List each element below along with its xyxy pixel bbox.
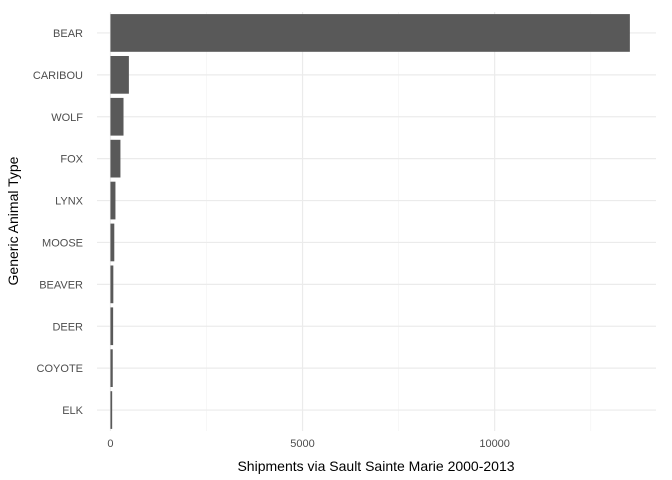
- bars: [110, 14, 630, 429]
- bar-caribou: [110, 55, 129, 94]
- y-tick-label: MOOSE: [42, 237, 83, 249]
- bar-lynx: [110, 181, 116, 220]
- x-tick-label: 10000: [479, 438, 510, 450]
- x-axis-title: Shipments via Sault Sainte Marie 2000-20…: [237, 458, 514, 474]
- bar-elk: [110, 391, 113, 429]
- y-tick-label: COYOTE: [37, 363, 83, 375]
- bar-wolf: [110, 97, 124, 136]
- y-tick-labels: BEAR CARIBOU WOLF FOX LYNX MOOSE BEAVER DEER COY…: [33, 28, 84, 417]
- x-tick-label: 0: [107, 438, 113, 450]
- bar-moose: [110, 223, 115, 262]
- bar-coyote: [110, 349, 113, 388]
- x-tick-label: 5000: [290, 438, 314, 450]
- y-tick-label: FOX: [60, 154, 83, 166]
- bar-deer: [110, 307, 114, 346]
- y-tick-label: ELK: [62, 405, 83, 417]
- grid-lines: [97, 12, 656, 431]
- y-tick-label: BEAVER: [39, 279, 83, 291]
- bar-fox: [110, 139, 121, 178]
- y-axis-title: Generic Animal Type: [5, 156, 21, 285]
- bar-bear: [110, 14, 630, 52]
- y-tick-label: WOLF: [51, 112, 83, 124]
- y-tick-label: DEER: [52, 321, 83, 333]
- y-tick-label: CARIBOU: [33, 70, 83, 82]
- x-tick-labels: 0 5000 10000: [107, 438, 510, 450]
- bar-beaver: [110, 265, 114, 304]
- y-tick-label: BEAR: [53, 28, 83, 40]
- y-tick-label: LYNX: [55, 196, 84, 208]
